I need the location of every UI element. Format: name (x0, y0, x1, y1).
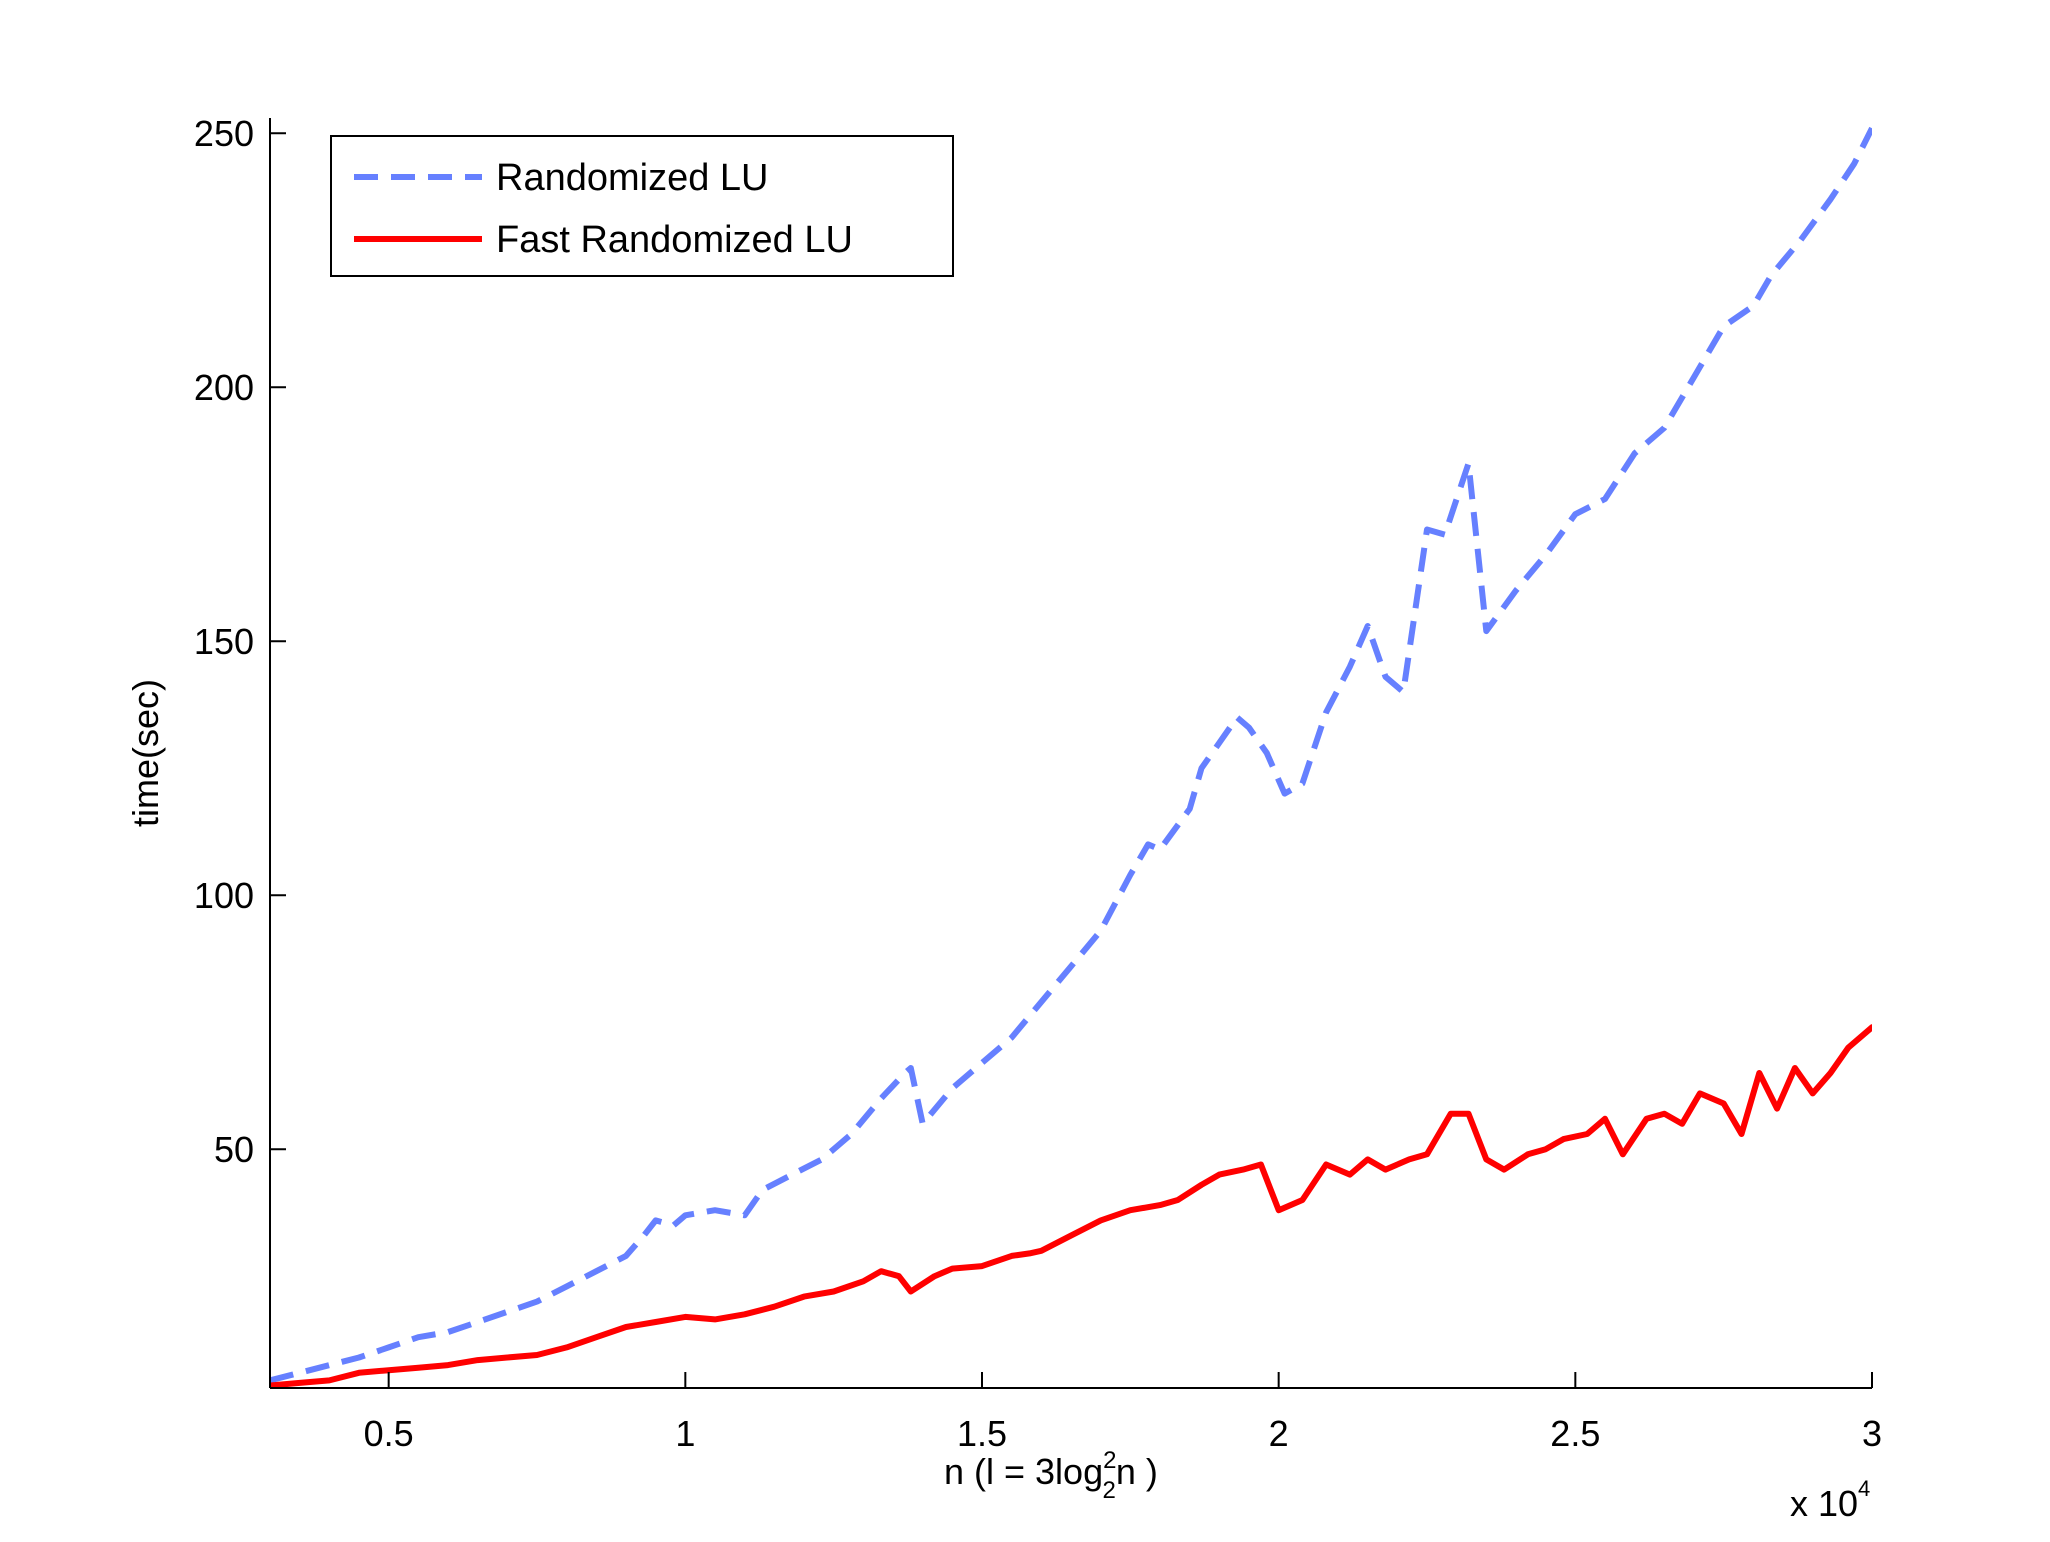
y-tick-label: 50 (214, 1129, 254, 1170)
legend-label-randomized-lu: Randomized LU (496, 157, 768, 199)
x-tick-label: 1.5 (957, 1413, 1007, 1454)
x-axis-title: n (l = 3log2 2n ) (944, 1447, 1158, 1504)
x-axis-title-superscript: 2 (1103, 1447, 1116, 1474)
y-tick-label: 250 (194, 113, 254, 154)
series-group (270, 126, 1872, 1388)
x-tick-label: 3 (1862, 1413, 1882, 1454)
x-axis-multiplier-base: x 10 (1790, 1483, 1858, 1524)
x-axis-title-subscript: 2 (1102, 1477, 1115, 1504)
y-ticks: 50 100 150 200 250 (194, 113, 286, 1170)
legend-label-fast-randomized-lu: Fast Randomized LU (496, 219, 853, 261)
plot-area: 0.5 1 1.5 2 2.5 3 50 100 150 200 250 (194, 113, 1882, 1454)
x-axis-multiplier-exponent: 4 (1858, 1476, 1870, 1501)
y-tick-label: 200 (194, 367, 254, 408)
y-axis-title: time(sec) (125, 679, 166, 827)
series-line-randomized-lu (270, 126, 1872, 1384)
x-axis-title-tail: n ) (1116, 1451, 1158, 1492)
x-axis-title-main: n (l = 3log (944, 1451, 1103, 1492)
series-line-fast-randomized-lu (270, 1024, 1872, 1388)
x-tick-label: 0.5 (364, 1413, 414, 1454)
legend-box (330, 135, 954, 277)
x-axis-multiplier: x 104 (1790, 1476, 1870, 1524)
x-tick-label: 2.5 (1550, 1413, 1600, 1454)
y-tick-label: 150 (194, 621, 254, 662)
y-tick-label: 100 (194, 875, 254, 916)
x-ticks: 0.5 1 1.5 2 2.5 3 (364, 1372, 1882, 1454)
legend: Randomized LU Fast Randomized LU (330, 135, 954, 277)
x-tick-label: 1 (675, 1413, 695, 1454)
x-tick-label: 2 (1269, 1413, 1289, 1454)
